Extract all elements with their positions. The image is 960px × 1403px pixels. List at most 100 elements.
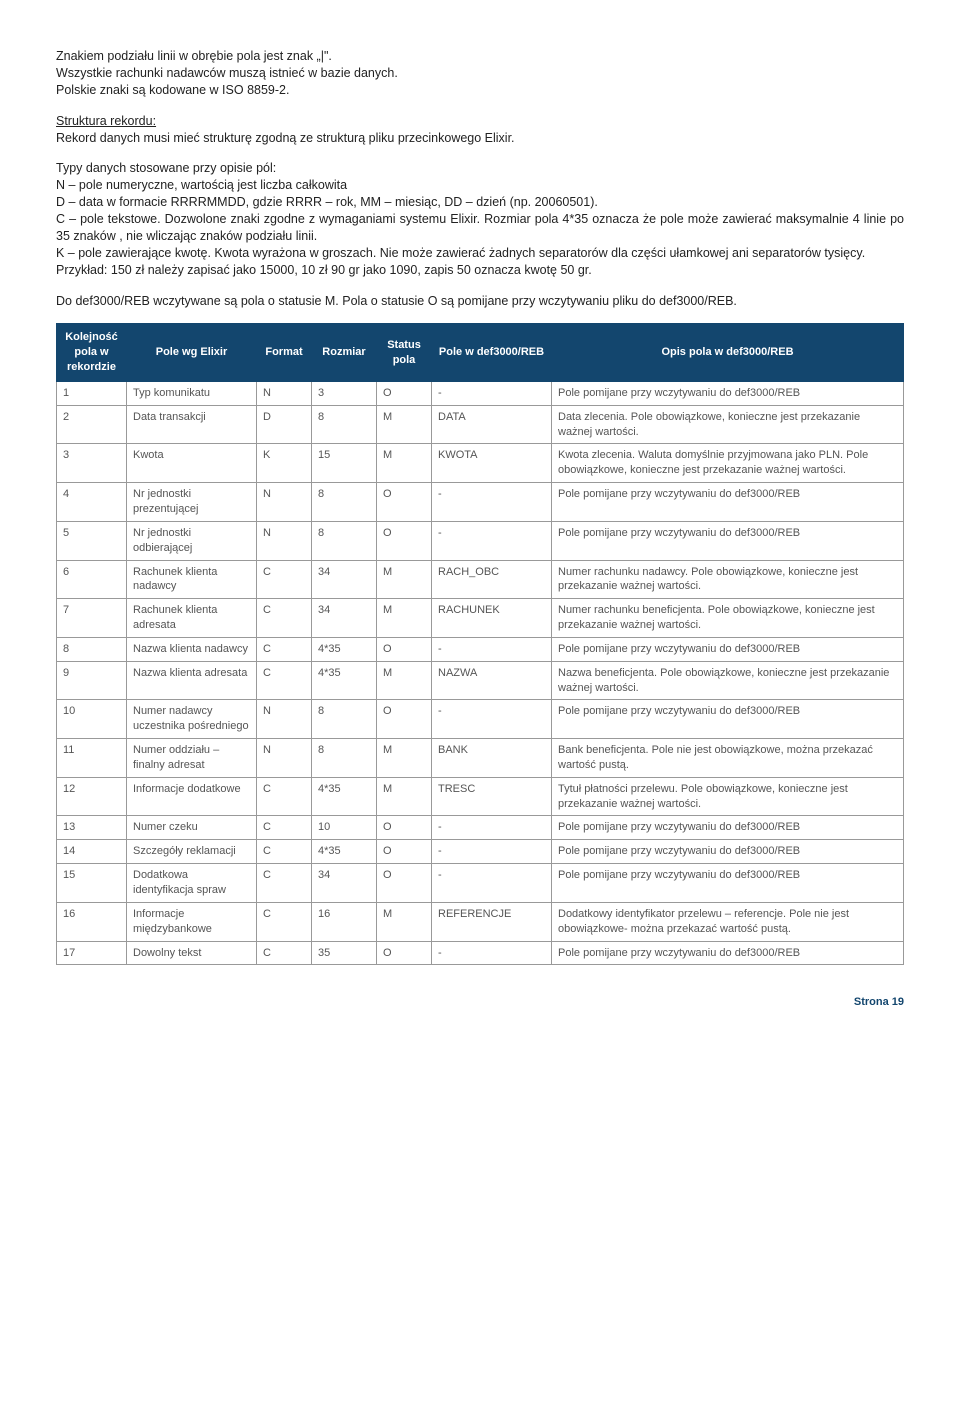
table-cell: Informacje międzybankowe [127,902,257,941]
table-row: 11Numer oddziału – finalny adresatN8MBAN… [57,739,904,778]
table-cell: 15 [312,444,377,483]
table-cell: - [432,864,552,903]
table-cell: 15 [57,864,127,903]
table-row: 9Nazwa klienta adresataC4*35MNAZWANazwa … [57,661,904,700]
table-cell: 4*35 [312,661,377,700]
table-cell: 1 [57,381,127,405]
table-cell: 6 [57,560,127,599]
intro-para-1: Znakiem podziału linii w obrębie pola je… [56,48,904,99]
table-cell: 7 [57,599,127,638]
th-col4: Rozmiar [312,324,377,382]
table-cell: TRESC [432,777,552,816]
table-cell: Kwota zlecenia. Waluta domyślnie przyjmo… [552,444,904,483]
table-cell: 12 [57,777,127,816]
table-cell: C [257,864,312,903]
table-cell: Pole pomijane przy wczytywaniu do def300… [552,637,904,661]
intro-struct: Struktura rekordu: Rekord danych musi mi… [56,113,904,147]
table-row: 1Typ komunikatuN3O-Pole pomijane przy wc… [57,381,904,405]
table-cell: 8 [57,637,127,661]
table-cell: Pole pomijane przy wczytywaniu do def300… [552,381,904,405]
table-cell: - [432,941,552,965]
table-cell: Data zlecenia. Pole obowiązkowe, koniecz… [552,405,904,444]
table-cell: O [377,521,432,560]
table-cell: Bank beneficjenta. Pole nie jest obowiąz… [552,739,904,778]
struct-body: Rekord danych musi mieć strukturę zgodną… [56,131,515,145]
table-cell: KWOTA [432,444,552,483]
table-cell: 13 [57,816,127,840]
table-row: 2Data transakcjiD8MDATAData zlecenia. Po… [57,405,904,444]
table-cell: N [257,739,312,778]
table-cell: DATA [432,405,552,444]
table-row: 5Nr jednostki odbierającejN8O-Pole pomij… [57,521,904,560]
table-cell: 3 [312,381,377,405]
table-cell: Pole pomijane przy wczytywaniu do def300… [552,941,904,965]
table-cell: 14 [57,840,127,864]
table-cell: N [257,483,312,522]
th-col3: Format [257,324,312,382]
table-cell: C [257,599,312,638]
table-cell: - [432,700,552,739]
table-cell: C [257,941,312,965]
page-footer: Strona 19 [56,995,904,1010]
table-cell: 10 [312,816,377,840]
table-cell: M [377,405,432,444]
th-col2: Pole wg Elixir [127,324,257,382]
table-cell: Tytuł płatności przelewu. Pole obowiązko… [552,777,904,816]
table-cell: 4*35 [312,840,377,864]
table-cell: 3 [57,444,127,483]
table-cell: Nr jednostki prezentującej [127,483,257,522]
table-cell: 4*35 [312,637,377,661]
table-cell: Pole pomijane przy wczytywaniu do def300… [552,816,904,840]
table-cell: 8 [312,700,377,739]
table-cell: Numer nadawcy uczestnika pośredniego [127,700,257,739]
table-cell: M [377,902,432,941]
table-cell: 8 [312,739,377,778]
table-cell: 8 [312,521,377,560]
table-cell: - [432,840,552,864]
table-cell: Nazwa beneficjenta. Pole obowiązkowe, ko… [552,661,904,700]
table-cell: 34 [312,560,377,599]
table-cell: O [377,941,432,965]
table-cell: C [257,661,312,700]
table-row: 14Szczegóły reklamacjiC4*35O-Pole pomija… [57,840,904,864]
table-cell: RACH_OBC [432,560,552,599]
table-cell: D [257,405,312,444]
table-cell: M [377,777,432,816]
table-cell: C [257,816,312,840]
table-cell: C [257,560,312,599]
th-col6: Pole w def3000/REB [432,324,552,382]
table-row: 7Rachunek klienta adresataC34MRACHUNEKNu… [57,599,904,638]
table-cell: Typ komunikatu [127,381,257,405]
table-cell: Numer rachunku beneficjenta. Pole obowią… [552,599,904,638]
table-cell: - [432,637,552,661]
table-cell: Dodatkowy identyfikator przelewu – refer… [552,902,904,941]
table-cell: M [377,560,432,599]
table-cell: O [377,816,432,840]
table-cell: NAZWA [432,661,552,700]
table-cell: Dowolny tekst [127,941,257,965]
table-cell: - [432,483,552,522]
table-cell: C [257,902,312,941]
table-cell: Szczegóły reklamacji [127,840,257,864]
table-cell: Pole pomijane przy wczytywaniu do def300… [552,840,904,864]
table-row: 10Numer nadawcy uczestnika pośredniegoN8… [57,700,904,739]
table-cell: Dodatkowa identyfikacja spraw [127,864,257,903]
table-cell: 16 [57,902,127,941]
table-cell: C [257,637,312,661]
table-cell: Pole pomijane przy wczytywaniu do def300… [552,700,904,739]
table-cell: Rachunek klienta nadawcy [127,560,257,599]
table-cell: O [377,700,432,739]
table-body: 1Typ komunikatuN3O-Pole pomijane przy wc… [57,381,904,964]
table-cell: Pole pomijane przy wczytywaniu do def300… [552,483,904,522]
table-cell: RACHUNEK [432,599,552,638]
table-cell: Pole pomijane przy wczytywaniu do def300… [552,864,904,903]
table-row: 6Rachunek klienta nadawcyC34MRACH_OBCNum… [57,560,904,599]
table-cell: O [377,483,432,522]
table-row: 15Dodatkowa identyfikacja sprawC34O-Pole… [57,864,904,903]
table-row: 16Informacje międzybankoweC16MREFERENCJE… [57,902,904,941]
table-cell: 17 [57,941,127,965]
table-row: 12Informacje dodatkoweC4*35MTRESCTytuł p… [57,777,904,816]
table-cell: 9 [57,661,127,700]
table-cell: - [432,521,552,560]
table-cell: Pole pomijane przy wczytywaniu do def300… [552,521,904,560]
